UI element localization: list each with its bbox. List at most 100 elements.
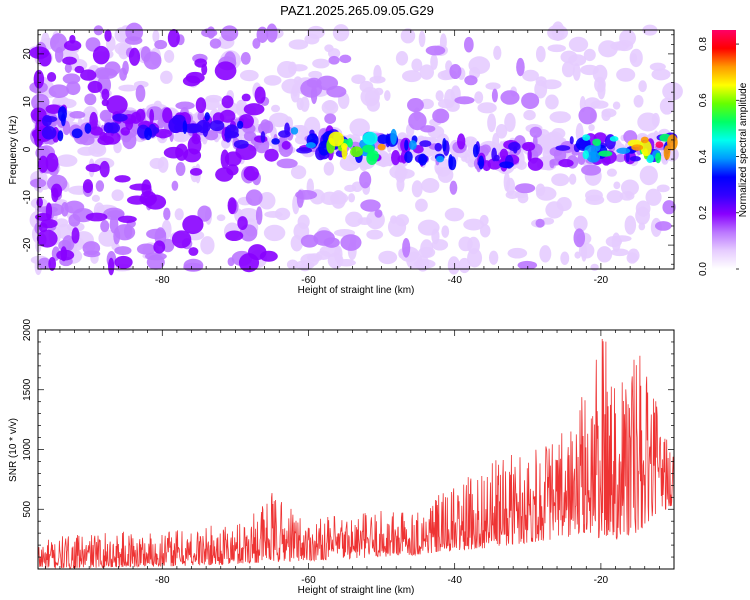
spectrogram-cell (449, 180, 458, 195)
spectrogram-cell (601, 155, 611, 166)
spectrogram-cell (163, 207, 171, 221)
spectrogram-cell (287, 52, 298, 64)
spectrogram-cell (431, 239, 449, 251)
spectrogram-cell (45, 104, 62, 114)
spectrogram-cell (88, 142, 107, 157)
spectrogram-cell (112, 113, 128, 122)
spectrogram-cell (472, 143, 479, 158)
spectrogram-cell (164, 49, 175, 63)
spectrogram-cell (616, 147, 631, 154)
spectrogram-cell (547, 44, 566, 53)
snr-x-tick-label: -20 (594, 575, 609, 586)
spectrogram-cell (447, 256, 460, 275)
spectrogram-cell (411, 180, 423, 198)
spectrogram-cell (201, 97, 220, 110)
spectrogram-cell (606, 190, 624, 204)
spectrogram-cell (252, 38, 261, 49)
spectrogram-cell (101, 99, 109, 107)
spectrogram-axes: -80 -60 -40 -20 -20 -10 0 10 20 (22, 30, 675, 286)
spectrogram-cell (341, 145, 348, 160)
spectrogram-cell (264, 148, 279, 162)
spectrogram-cell (362, 131, 378, 146)
spectrogram-cell (391, 149, 401, 166)
spectrogram-cell (99, 160, 110, 178)
spectrogram-cell (182, 215, 204, 235)
spectrogram-cell (415, 198, 428, 212)
spectrogram-cell (114, 175, 131, 183)
spectrogram-cell (89, 111, 98, 130)
spectrogram-cell (635, 200, 651, 217)
spectrogram-cell (37, 257, 51, 270)
spectrogram-cell (152, 29, 160, 43)
spectrogram-cell (492, 132, 500, 150)
spectrogram-cell (120, 127, 130, 136)
spectrogram-cell (578, 242, 595, 259)
spectrogram-cell (36, 229, 58, 248)
spectrogram-cell (508, 141, 521, 152)
spectrogram-cell (305, 142, 316, 149)
spectrogram-cell (100, 220, 110, 233)
spectrogram-cell (478, 155, 485, 170)
spectrogram-cell (31, 93, 50, 112)
spectrogram-cell (394, 166, 407, 183)
spectrogram-cell (286, 259, 299, 270)
spectrogram-cell (527, 157, 544, 171)
colorbar-tick-label: 0.0 (698, 262, 709, 276)
spectrogram-cell (62, 73, 81, 85)
spectrogram-cell (581, 164, 602, 176)
spectrogram-cell (400, 28, 416, 44)
spectrogram-cell (651, 112, 660, 128)
spectrogram-cell (200, 236, 215, 255)
spectrogram-cell (598, 150, 613, 157)
spectrogram-cell (507, 247, 528, 259)
spectrogram-cell (204, 112, 210, 122)
spectrogram-cell (378, 250, 398, 265)
spectrogram-cell (659, 97, 675, 115)
spectrogram-cell (437, 70, 454, 81)
spectrogram-cell (569, 136, 574, 145)
spectrogram-cell (171, 180, 179, 191)
spectrogram-cell (290, 85, 300, 103)
spectrogram-y-label: Frequency (Hz) (8, 116, 19, 185)
spectrogram-cell (66, 81, 81, 96)
spectrogram-cell (226, 164, 239, 176)
spectrogram-heatmap (28, 21, 683, 276)
spectrogram-cell (487, 113, 497, 133)
spectrogram-cell (537, 169, 549, 177)
spectrogram-cell (485, 82, 501, 90)
spectrogram-cell (149, 109, 155, 124)
spectrogram-cell (189, 168, 203, 176)
spectrogram-cell (276, 61, 297, 78)
colorbar-tick-label: 0.6 (698, 93, 709, 107)
spectrogram-cell (345, 211, 363, 227)
spectrogram-cell (227, 197, 237, 215)
colorbar: 0.0 0.2 0.4 0.6 0.8 Normalized spectral ampl… (698, 30, 749, 276)
spectrogram-cell (197, 205, 212, 222)
spectrogram-cell (421, 178, 440, 194)
spectrogram-cell (611, 232, 621, 253)
spectrogram-cell (36, 197, 43, 208)
spectrogram-cell (188, 247, 199, 256)
spectrogram-cell (464, 152, 470, 164)
spectrogram-cell (128, 47, 141, 66)
spectrogram-cell (463, 218, 485, 231)
spectrogram-cell (144, 127, 152, 141)
spectrogram-cell (243, 131, 257, 142)
spectrogram-cell (241, 93, 251, 102)
spectrogram-cell (555, 145, 571, 151)
spectrogram-cell (332, 24, 350, 42)
spectrogram-cell (195, 97, 207, 114)
spectrogram-cell (609, 136, 619, 142)
spectrogram-cell (535, 45, 546, 63)
snr-y-tick-label: 500 (22, 500, 33, 517)
spectrogram-cell (168, 117, 183, 134)
spectrogram-cell (60, 246, 68, 262)
spectrogram-cell (175, 143, 189, 161)
spectrogram-cell (432, 108, 450, 124)
snr-x-label: Height of straight line (km) (298, 585, 415, 596)
spectrogram-cell (324, 44, 334, 53)
spectrogram-cell (259, 250, 278, 262)
spectrogram-cell (74, 65, 85, 74)
spectrogram-cell (614, 153, 626, 163)
spectrogram-cell (201, 28, 218, 38)
